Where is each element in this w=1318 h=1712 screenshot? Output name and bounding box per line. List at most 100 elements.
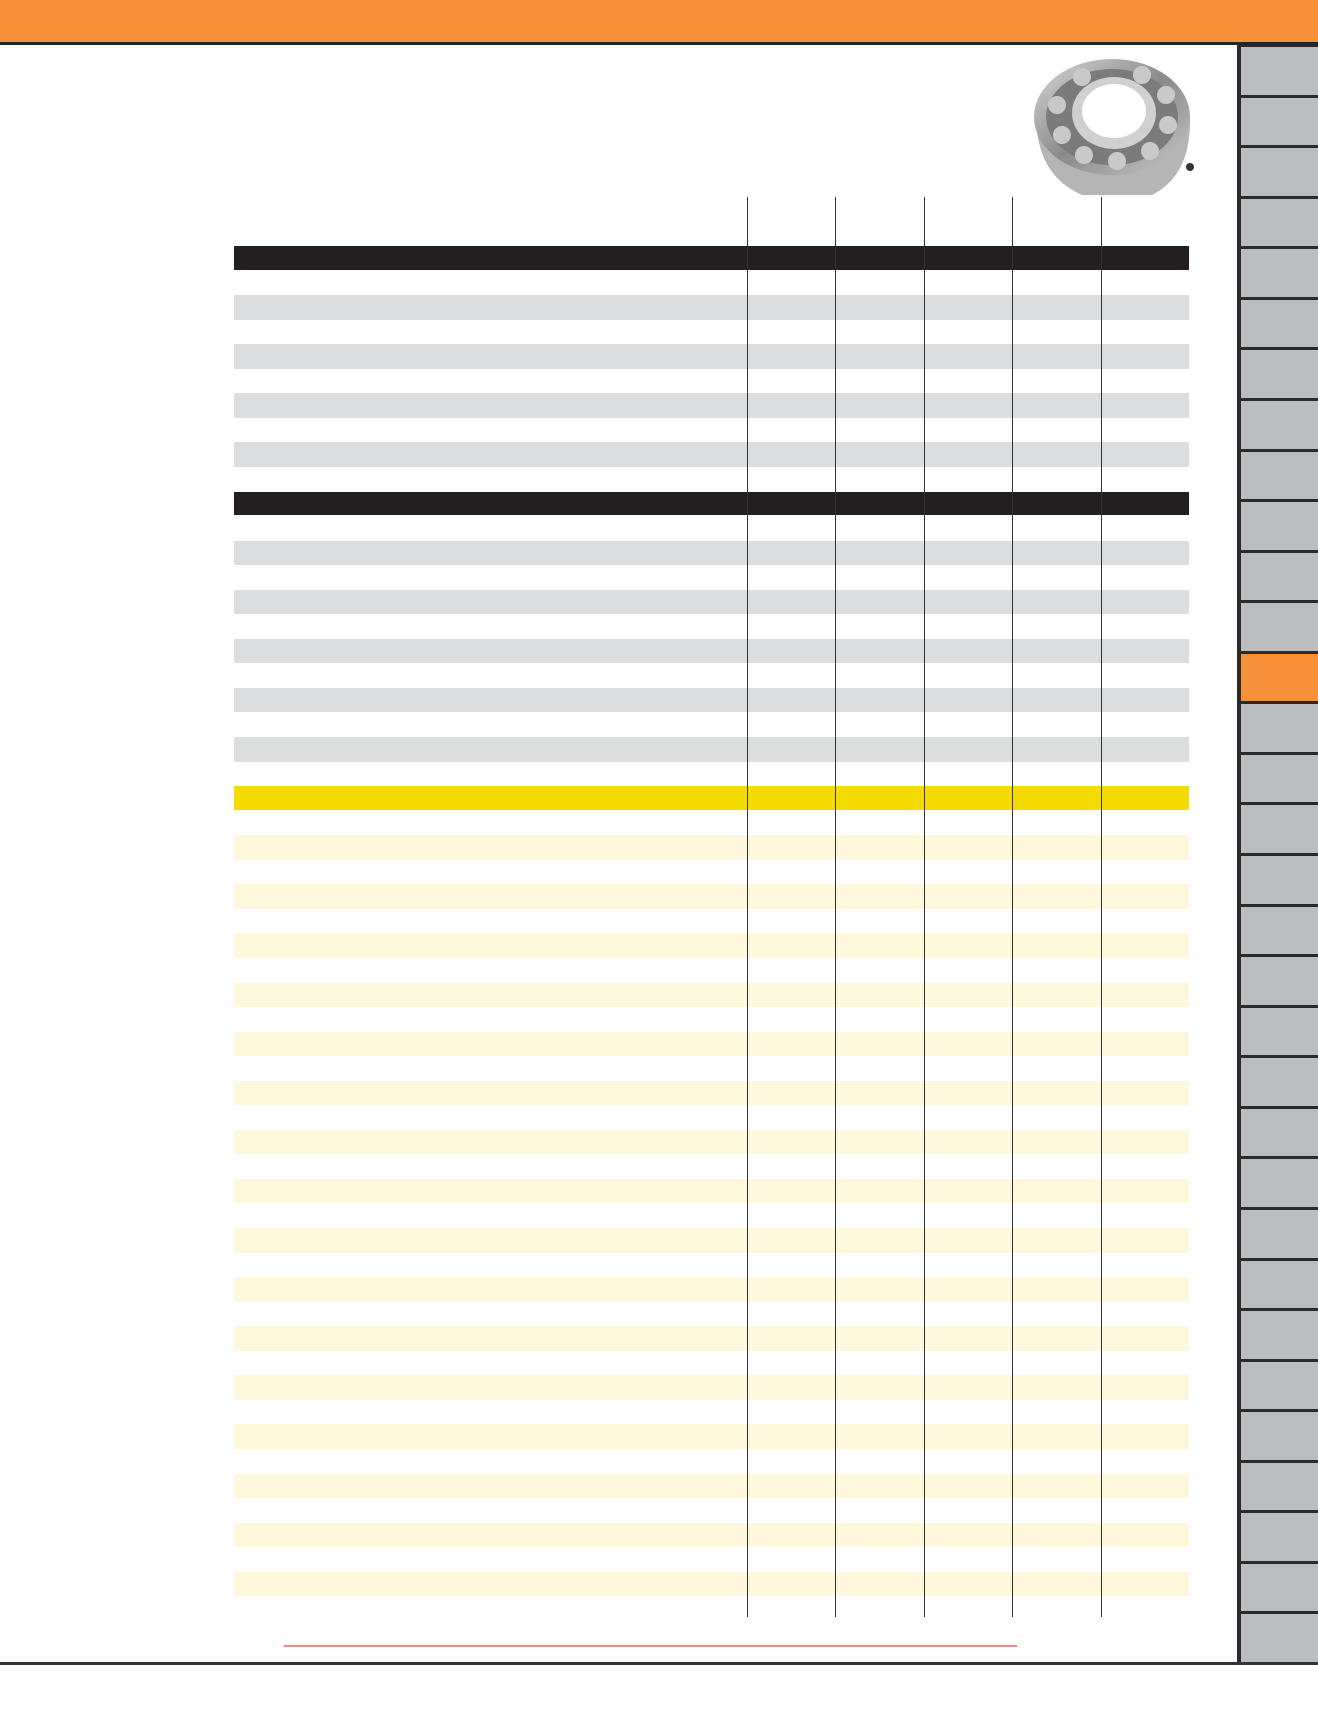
sidebar-tab[interactable] — [1241, 1563, 1318, 1612]
table-row — [234, 737, 1189, 762]
table-row — [234, 638, 1189, 664]
table-row — [234, 1400, 1189, 1425]
table-row — [234, 1277, 1189, 1302]
sidebar-tab[interactable] — [1241, 47, 1318, 95]
table-row — [234, 1375, 1189, 1400]
table-row — [234, 1498, 1189, 1523]
table-row — [234, 1105, 1189, 1130]
table-row — [234, 1178, 1189, 1204]
sidebar-tab[interactable] — [1241, 1058, 1318, 1106]
sidebar-tab[interactable] — [1241, 856, 1318, 904]
table-row — [234, 933, 1189, 958]
table-row — [234, 762, 1189, 787]
table-row — [234, 1007, 1189, 1032]
sidebar-tab[interactable] — [1241, 603, 1318, 651]
table-row — [234, 467, 1189, 492]
table-row — [234, 418, 1189, 443]
table-row — [234, 835, 1189, 860]
table-row — [234, 442, 1189, 467]
table-row — [234, 1056, 1189, 1081]
sidebar-tab[interactable] — [1241, 1311, 1318, 1359]
table-row — [234, 516, 1189, 541]
sidebar-tab[interactable] — [1241, 299, 1318, 348]
table-row — [234, 540, 1189, 566]
sidebar-tab[interactable] — [1241, 97, 1318, 146]
sidebar-tab[interactable] — [1241, 1108, 1318, 1157]
sidebar-tab[interactable] — [1241, 148, 1318, 196]
table-row — [234, 1424, 1189, 1449]
table-row — [234, 320, 1189, 345]
table-row — [234, 1080, 1189, 1106]
ball-bearing-image — [1022, 55, 1202, 201]
product-table — [234, 197, 1190, 1617]
column-divider — [924, 197, 925, 1617]
sidebar-tab[interactable] — [1241, 1007, 1318, 1056]
sidebar-tab[interactable] — [1241, 400, 1318, 449]
table-row — [234, 663, 1189, 688]
sidebar-tab[interactable] — [1241, 249, 1318, 297]
table-row — [234, 271, 1189, 296]
table-row — [234, 1547, 1189, 1572]
table-row — [234, 1596, 1189, 1621]
table-row — [234, 1351, 1189, 1376]
sidebar-tab[interactable] — [1241, 198, 1318, 247]
sidebar-tab[interactable] — [1241, 906, 1318, 955]
sidebar-tab[interactable] — [1241, 704, 1318, 752]
table-row — [234, 1031, 1189, 1057]
table-row — [234, 369, 1189, 394]
section-tabs-sidebar — [1237, 45, 1318, 1663]
sidebar-tab[interactable] — [1241, 1513, 1318, 1561]
table-row — [234, 589, 1189, 615]
table-row — [234, 1302, 1189, 1327]
header-rule — [0, 42, 1318, 45]
table-row — [234, 1129, 1189, 1155]
sidebar-tab-active[interactable] — [1241, 653, 1318, 702]
sidebar-tab[interactable] — [1241, 1412, 1318, 1460]
table-row — [234, 1203, 1189, 1228]
sidebar-tab[interactable] — [1241, 957, 1318, 1005]
sidebar-tab[interactable] — [1241, 1614, 1318, 1662]
table-row — [234, 1473, 1189, 1499]
table-row — [234, 1326, 1189, 1351]
table-row — [234, 687, 1189, 713]
column-divider — [835, 197, 836, 1617]
sidebar-tab[interactable] — [1241, 552, 1318, 601]
footer-rule — [284, 1645, 1017, 1647]
table-row — [234, 1571, 1189, 1597]
sidebar-tab[interactable] — [1241, 1159, 1318, 1207]
table-row — [234, 860, 1189, 885]
sidebar-tab[interactable] — [1241, 502, 1318, 550]
sidebar-tab[interactable] — [1241, 1361, 1318, 1410]
table-row — [234, 344, 1189, 369]
table-row — [234, 1154, 1189, 1179]
table-row — [234, 712, 1189, 737]
sidebar-tab[interactable] — [1241, 1462, 1318, 1511]
sidebar-tab[interactable] — [1241, 1209, 1318, 1258]
table-row — [234, 958, 1189, 983]
header-band — [0, 0, 1318, 42]
section-header-row — [234, 491, 1189, 516]
column-divider — [747, 197, 748, 1617]
sidebar-tab[interactable] — [1241, 805, 1318, 853]
table-row — [234, 393, 1189, 418]
table-row — [234, 295, 1189, 320]
table-row — [234, 811, 1189, 836]
bottom-rule — [0, 1662, 1318, 1665]
sidebar-tab[interactable] — [1241, 451, 1318, 500]
table-row — [234, 982, 1189, 1008]
table-row — [234, 1522, 1189, 1548]
table-row — [234, 565, 1189, 590]
sidebar-tab[interactable] — [1241, 1260, 1318, 1309]
table-row — [234, 1253, 1189, 1278]
table-row — [234, 1449, 1189, 1474]
column-divider — [1012, 197, 1013, 1617]
table-row — [234, 614, 1189, 639]
table-row — [234, 909, 1189, 934]
section-header-row — [234, 786, 1189, 810]
table-row — [234, 884, 1189, 909]
section-header-row — [234, 246, 1189, 270]
sidebar-tab[interactable] — [1241, 754, 1318, 803]
sidebar-tab[interactable] — [1241, 350, 1318, 398]
column-divider — [1101, 197, 1102, 1617]
table-row — [234, 1228, 1189, 1253]
